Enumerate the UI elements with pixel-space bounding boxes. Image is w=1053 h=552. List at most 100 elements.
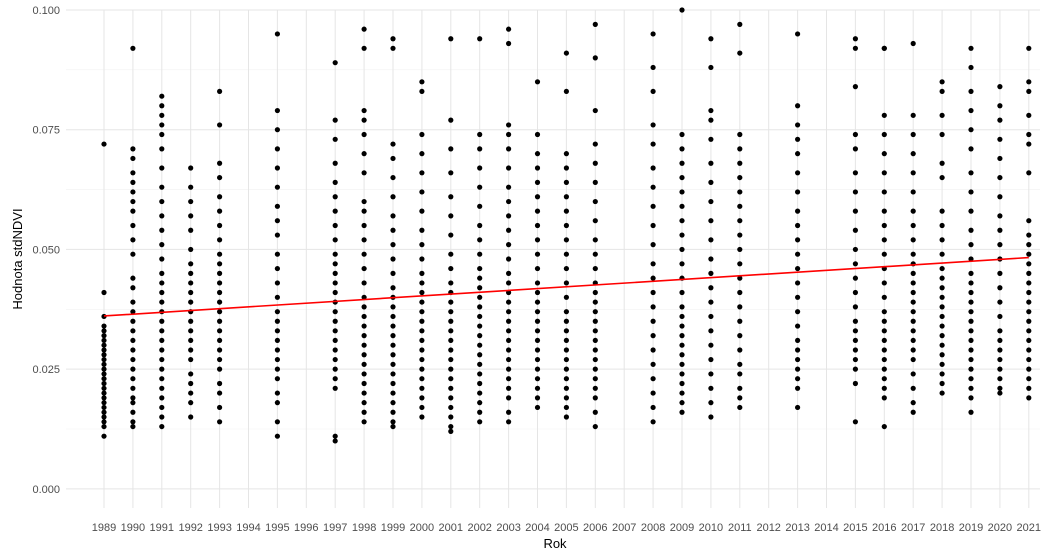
data-point	[419, 79, 425, 85]
x-tick-label: 2001	[439, 522, 463, 534]
data-point	[650, 376, 656, 382]
data-point	[477, 419, 483, 425]
data-point	[852, 84, 859, 90]
data-point	[910, 112, 916, 118]
data-point	[506, 146, 512, 152]
x-tick-label: 2017	[901, 522, 925, 534]
data-point	[939, 112, 945, 118]
data-point	[592, 356, 598, 363]
data-point	[997, 117, 1003, 123]
data-point	[332, 237, 338, 243]
data-point	[534, 208, 541, 214]
data-point	[534, 337, 541, 344]
data-point	[159, 256, 165, 262]
data-point	[361, 45, 367, 51]
data-point	[708, 371, 714, 377]
data-point	[795, 404, 801, 411]
data-point	[881, 395, 887, 401]
data-point	[910, 400, 916, 406]
data-point	[968, 409, 974, 415]
data-point	[188, 371, 194, 377]
data-point	[506, 376, 512, 382]
data-point	[332, 179, 338, 185]
x-tick-labels: 1989 1990 1991 1992 1993 1994 1995 1996 1997 1998…	[92, 522, 1041, 534]
data-point	[332, 222, 338, 229]
data-point	[1026, 318, 1032, 324]
data-point	[477, 131, 483, 138]
data-point	[159, 165, 165, 171]
data-point	[419, 256, 425, 262]
data-point	[563, 376, 570, 382]
data-point	[679, 304, 685, 310]
y-tick-labels: 0.000 0.025 0.050 0.075 0.100	[32, 5, 60, 496]
data-point	[650, 275, 656, 281]
data-point	[390, 333, 396, 339]
data-point	[419, 131, 425, 138]
data-point	[1026, 395, 1032, 401]
data-point	[592, 366, 598, 372]
data-point	[130, 299, 136, 305]
data-point	[101, 289, 107, 296]
data-point	[910, 318, 916, 324]
data-point	[563, 337, 570, 344]
data-point	[274, 400, 280, 406]
data-point	[795, 136, 801, 142]
data-point	[968, 328, 974, 334]
x-tick-label: 2000	[410, 522, 434, 534]
data-point	[1026, 232, 1032, 238]
data-point	[101, 433, 107, 439]
data-point	[477, 294, 483, 300]
data-point	[477, 237, 483, 243]
data-point	[159, 414, 165, 420]
data-point	[737, 160, 743, 166]
data-point	[274, 107, 280, 114]
data-point	[997, 390, 1003, 396]
data-point	[795, 337, 801, 344]
data-point	[650, 390, 656, 396]
data-point	[1026, 299, 1032, 305]
data-point	[795, 189, 801, 195]
data-point	[448, 194, 454, 200]
data-point	[679, 160, 685, 166]
data-point	[361, 333, 367, 339]
data-point	[332, 328, 338, 334]
data-point	[506, 299, 512, 305]
data-point	[881, 294, 887, 300]
data-point	[997, 155, 1003, 162]
data-point	[130, 237, 136, 243]
data-point	[477, 146, 483, 152]
data-point	[852, 261, 859, 267]
data-point	[188, 328, 194, 334]
data-point	[563, 356, 570, 363]
data-point	[448, 347, 454, 353]
data-point	[592, 198, 598, 205]
data-point	[448, 428, 454, 434]
data-point	[592, 347, 598, 353]
data-point	[419, 289, 425, 296]
data-point	[650, 141, 656, 147]
data-point	[939, 251, 945, 257]
data-point	[737, 21, 743, 27]
data-point	[332, 208, 338, 214]
data-point	[217, 328, 223, 334]
x-tick-label: 2011	[728, 522, 752, 534]
data-point	[997, 366, 1003, 372]
data-point	[217, 299, 223, 305]
data-point	[1026, 218, 1032, 224]
data-point	[217, 222, 223, 229]
x-tick-label: 2020	[988, 522, 1012, 534]
data-point	[217, 251, 223, 257]
data-point	[159, 385, 165, 391]
data-point	[852, 304, 859, 310]
data-point	[795, 385, 801, 391]
data-point	[708, 414, 714, 420]
data-point	[997, 174, 1003, 181]
data-point	[679, 361, 685, 367]
data-point	[708, 237, 714, 243]
data-point	[101, 352, 107, 358]
data-point	[361, 237, 367, 243]
data-point	[968, 280, 974, 286]
data-point	[361, 313, 367, 320]
data-point	[130, 189, 136, 195]
data-point	[534, 309, 541, 315]
